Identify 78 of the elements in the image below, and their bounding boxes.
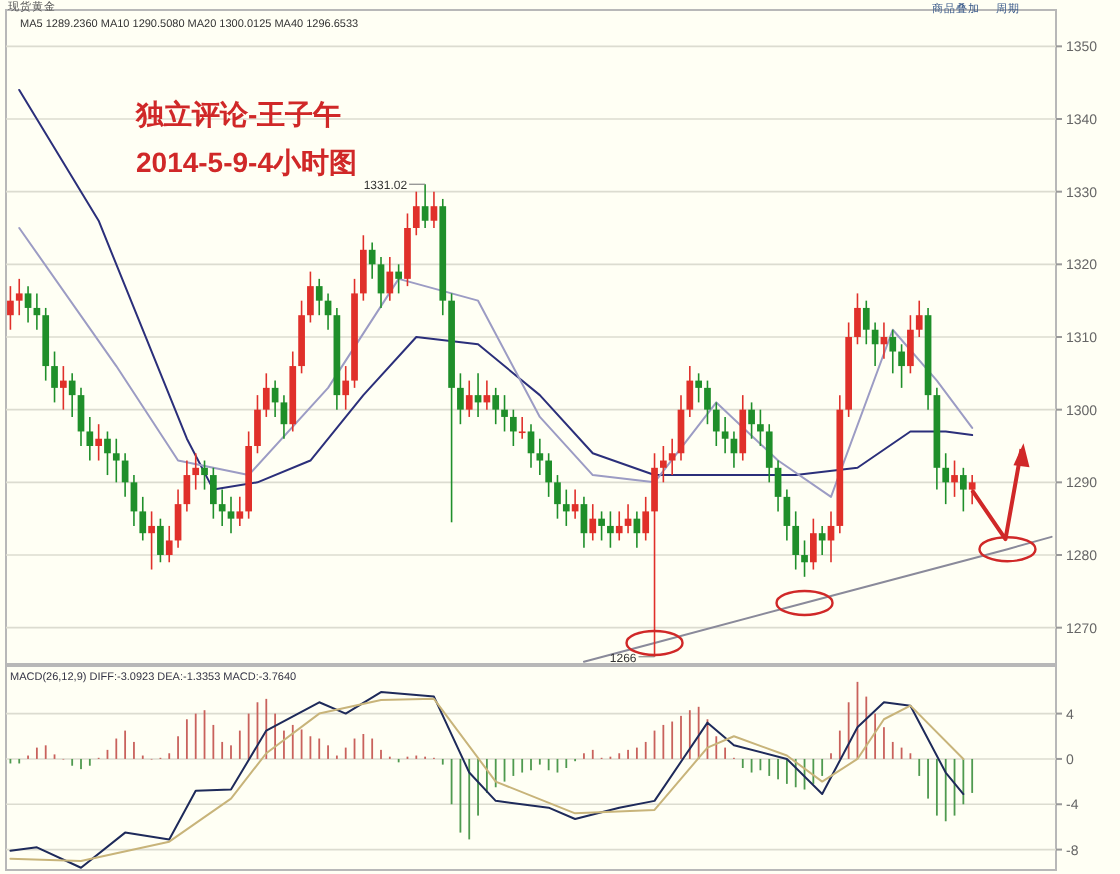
candlestick bbox=[968, 474, 976, 505]
candlestick bbox=[898, 343, 905, 389]
candlestick bbox=[915, 299, 923, 338]
candlestick bbox=[315, 278, 323, 316]
candlestick bbox=[342, 365, 350, 411]
candlestick bbox=[642, 496, 650, 542]
candlestick bbox=[765, 423, 773, 484]
candlestick bbox=[801, 539, 808, 578]
candlestick bbox=[51, 350, 58, 404]
candlestick bbox=[254, 394, 261, 455]
candlestick bbox=[739, 394, 747, 462]
candlestick bbox=[24, 285, 32, 324]
candlestick bbox=[7, 285, 14, 331]
candlestick bbox=[112, 437, 120, 484]
candlestick bbox=[412, 190, 420, 237]
candlestick bbox=[757, 408, 764, 447]
candlestick bbox=[598, 510, 605, 542]
candlestick bbox=[889, 328, 897, 375]
candlestick bbox=[651, 452, 658, 658]
candlestick bbox=[86, 416, 94, 462]
candlestick bbox=[818, 525, 826, 556]
candlestick bbox=[430, 190, 438, 229]
candlestick bbox=[236, 496, 244, 527]
candlestick bbox=[201, 459, 208, 491]
candlestick bbox=[95, 423, 102, 462]
candlestick bbox=[518, 416, 526, 440]
candlestick bbox=[942, 452, 950, 505]
candlestick bbox=[536, 437, 544, 476]
text: 独立评论-王子午 bbox=[134, 98, 342, 130]
candlestick bbox=[360, 234, 367, 302]
candlestick bbox=[15, 278, 23, 316]
candlestick bbox=[280, 394, 288, 440]
candlestick bbox=[307, 270, 314, 324]
line-series bbox=[582, 535, 1053, 663]
candlestick bbox=[157, 517, 164, 564]
candlestick bbox=[554, 474, 561, 520]
candlestick bbox=[192, 452, 200, 491]
candlestick bbox=[465, 379, 473, 418]
candlestick bbox=[148, 510, 155, 571]
candlestick bbox=[60, 365, 67, 411]
candlestick bbox=[686, 365, 694, 418]
candlestick bbox=[218, 488, 226, 527]
candlestick bbox=[510, 408, 517, 447]
candlestick bbox=[562, 488, 570, 527]
candlestick bbox=[386, 256, 394, 302]
candlestick bbox=[68, 372, 76, 418]
candlestick bbox=[907, 314, 914, 375]
candlestick bbox=[501, 394, 508, 433]
candlestick bbox=[262, 372, 270, 418]
candlestick bbox=[104, 430, 111, 476]
candlestick bbox=[492, 387, 500, 425]
candlestick bbox=[368, 241, 376, 280]
candlestick bbox=[704, 379, 711, 425]
candlestick bbox=[165, 525, 173, 564]
candlestick bbox=[210, 467, 217, 520]
candlestick bbox=[951, 459, 958, 498]
candlestick bbox=[395, 263, 402, 295]
candlestick bbox=[810, 517, 817, 571]
candlestick bbox=[589, 503, 597, 542]
candlestick bbox=[792, 510, 800, 571]
candlestick bbox=[712, 401, 720, 447]
candlestick bbox=[545, 452, 552, 498]
candlestick bbox=[748, 401, 755, 440]
candlestick bbox=[607, 510, 614, 549]
candlestick bbox=[695, 372, 702, 404]
candlestick bbox=[854, 292, 861, 346]
candlestick bbox=[615, 510, 623, 542]
candlestick bbox=[660, 445, 667, 484]
candlestick bbox=[227, 496, 235, 534]
candlestick bbox=[960, 467, 967, 513]
text: 2014-5-9-4小时图 bbox=[136, 146, 357, 178]
candlestick bbox=[139, 496, 147, 542]
candlestick bbox=[862, 299, 870, 346]
candlestick bbox=[421, 183, 429, 229]
candlestick bbox=[457, 372, 464, 425]
candlestick bbox=[527, 423, 535, 469]
candlestick bbox=[721, 416, 729, 455]
candlestick bbox=[668, 437, 676, 476]
